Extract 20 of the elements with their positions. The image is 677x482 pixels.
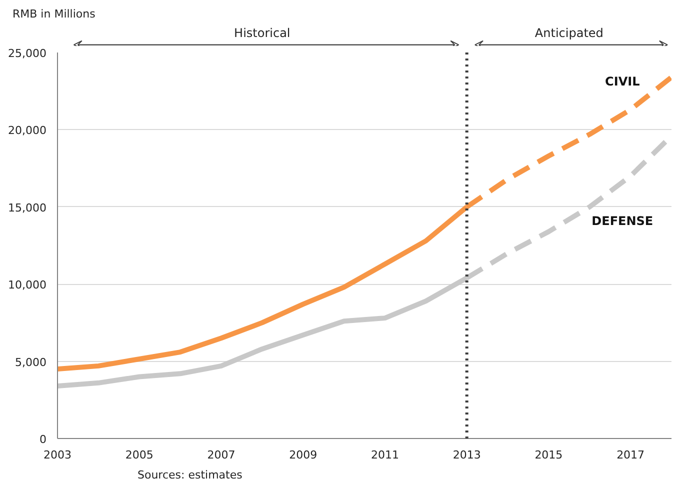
y-axis-title: RMB in Millions bbox=[12, 8, 96, 20]
x-tick-label: 2003 bbox=[44, 448, 72, 462]
y-tick-label: 5,000 bbox=[15, 356, 47, 369]
y-tick-label: 15,000 bbox=[8, 201, 47, 214]
text: Anticipated bbox=[534, 26, 604, 40]
y-tick-label: 20,000 bbox=[8, 124, 47, 138]
x-tick-label: 2017 bbox=[616, 448, 645, 462]
x-tick-label: 2007 bbox=[207, 448, 236, 462]
x-tick-label: 2015 bbox=[534, 448, 563, 462]
source-note: Sources: estimates bbox=[138, 468, 243, 482]
text: Historical bbox=[234, 26, 290, 40]
x-tick-label: 2013 bbox=[452, 448, 481, 462]
x-tick-label: 2005 bbox=[125, 448, 154, 462]
x-tick-label: 2009 bbox=[289, 448, 318, 462]
y-tick-label: 10,000 bbox=[8, 278, 47, 292]
x-tick-label: 2011 bbox=[370, 448, 399, 462]
annotation: DEFENSE bbox=[592, 214, 654, 228]
y-tick-label: 25,000 bbox=[8, 47, 47, 60]
annotation: CIVIL bbox=[605, 74, 640, 89]
y-tick-label: 0 bbox=[40, 433, 46, 446]
